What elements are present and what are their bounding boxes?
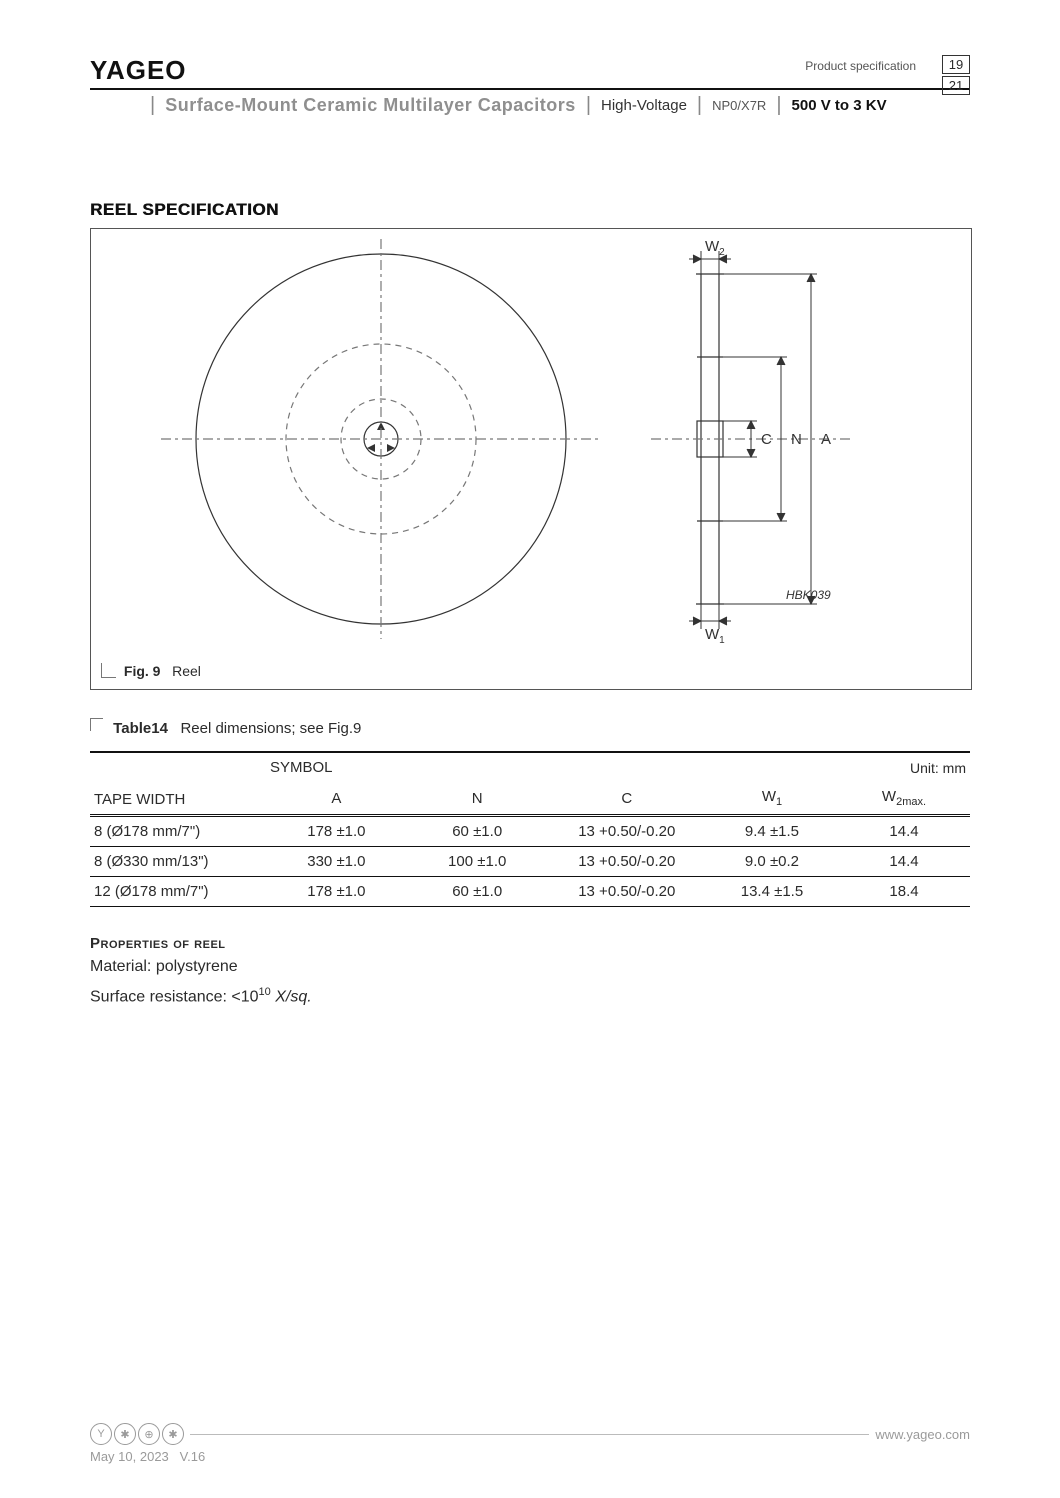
dim-label-C: C xyxy=(761,431,772,448)
footer-icons: Y ✱ ⊕ ✱ xyxy=(90,1423,184,1445)
seg-voltage-range: 500 V to 3 KV xyxy=(792,97,887,114)
unit-label: Unit: mm xyxy=(706,752,970,782)
diagram-ref: HBK039 xyxy=(786,588,831,602)
doc-title: Surface-Mount Ceramic Multilayer Capacit… xyxy=(165,95,576,116)
table-row: 8 (Ø178 mm/7") 178 ±1.0 60 ±1.0 13 +0.50… xyxy=(90,816,970,847)
dim-label-N: N xyxy=(791,431,802,448)
col-N: N xyxy=(407,782,548,816)
cert-icon: ✱ xyxy=(114,1423,136,1445)
footer-version: V.16 xyxy=(180,1449,206,1464)
footer-date: May 10, 2023 xyxy=(90,1449,169,1464)
dim-label-W2: W xyxy=(705,238,720,255)
footer-url: www.yageo.com xyxy=(875,1427,970,1442)
sub-header: | Surface-Mount Ceramic Multilayer Capac… xyxy=(90,94,970,117)
page-current: 19 xyxy=(942,55,970,74)
page-number-box: 19 21 xyxy=(942,55,970,95)
reel-diagram: A N C xyxy=(91,229,971,689)
seg-high-voltage: High-Voltage xyxy=(601,97,687,114)
col-symbol: SYMBOL xyxy=(266,752,706,782)
page-total: 21 xyxy=(942,76,970,95)
seg-dielectric: NP0/X7R xyxy=(712,98,766,113)
cert-icon: ⊕ xyxy=(138,1423,160,1445)
resistance-line: Surface resistance: <1010 X/sq. xyxy=(90,986,970,1006)
svg-text:W2: W2 xyxy=(705,238,725,258)
col-A: A xyxy=(266,782,407,816)
figure-box: A N C xyxy=(90,228,972,690)
reel-dimensions-table: TAPE WIDTH SYMBOL Unit: mm A N C W1 W2ma… xyxy=(90,751,970,907)
dim-label-A: A xyxy=(821,431,831,448)
figure-caption: Fig. 9 Reel xyxy=(101,663,201,679)
page-footer: Y ✱ ⊕ ✱ www.yageo.com May 10, 2023 V.16 xyxy=(90,1423,970,1463)
svg-text:W1: W1 xyxy=(705,626,725,646)
col-C: C xyxy=(548,782,706,816)
col-W2max: W2max. xyxy=(838,782,970,816)
spec-label: Product specification xyxy=(805,59,916,73)
cert-icon: ✱ xyxy=(162,1423,184,1445)
dim-label-W1: W xyxy=(705,626,720,643)
material-line: Material: polystyrene xyxy=(90,958,970,976)
brand-logo: YAGEO xyxy=(90,55,187,85)
page-header: YAGEO Product specification 19 21 | Surf… xyxy=(90,55,970,130)
table-row: 8 (Ø330 mm/13") 330 ±1.0 100 ±1.0 13 +0.… xyxy=(90,847,970,877)
col-tape-width: TAPE WIDTH xyxy=(90,752,266,816)
table-row: 12 (Ø178 mm/7") 178 ±1.0 60 ±1.0 13 +0.5… xyxy=(90,877,970,907)
section-heading: REEL SPECIFICATION xyxy=(90,200,970,220)
col-W1: W1 xyxy=(706,782,838,816)
properties-heading: Properties of reel xyxy=(90,935,970,952)
cert-icon: Y xyxy=(90,1423,112,1445)
table-caption: Table14 Reel dimensions; see Fig.9 xyxy=(90,718,970,737)
